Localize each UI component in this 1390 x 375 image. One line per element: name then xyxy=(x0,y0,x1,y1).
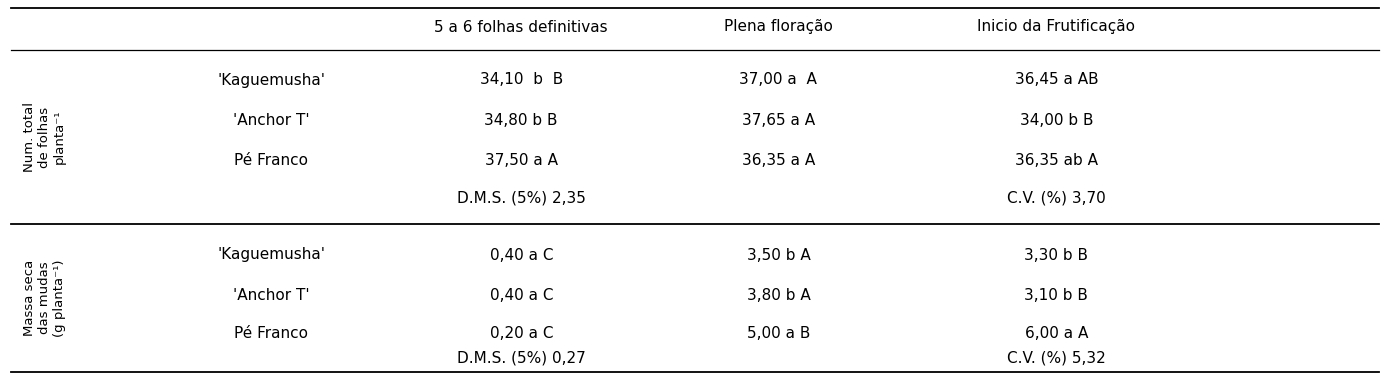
Text: D.M.S. (5%) 2,35: D.M.S. (5%) 2,35 xyxy=(457,190,585,206)
Text: 'Anchor T': 'Anchor T' xyxy=(232,112,310,128)
Text: 34,10  b  B: 34,10 b B xyxy=(480,72,563,87)
Text: 34,80 b B: 34,80 b B xyxy=(485,112,557,128)
Text: Plena floração: Plena floração xyxy=(724,20,833,34)
Text: 'Kaguemusha': 'Kaguemusha' xyxy=(217,248,325,262)
Text: 37,50 a A: 37,50 a A xyxy=(485,153,557,168)
Text: 'Anchor T': 'Anchor T' xyxy=(232,288,310,303)
Text: 36,45 a AB: 36,45 a AB xyxy=(1015,72,1098,87)
Text: 37,00 a  A: 37,00 a A xyxy=(739,72,817,87)
Text: 0,40 a C: 0,40 a C xyxy=(489,288,553,303)
Text: 37,65 a A: 37,65 a A xyxy=(742,112,815,128)
Text: 5,00 a B: 5,00 a B xyxy=(746,326,810,340)
Text: Pé Franco: Pé Franco xyxy=(234,326,309,340)
Text: Massa seca
das mudas
(g planta⁻¹): Massa seca das mudas (g planta⁻¹) xyxy=(24,259,65,337)
Text: 3,10 b B: 3,10 b B xyxy=(1024,288,1088,303)
Text: 3,30 b B: 3,30 b B xyxy=(1024,248,1088,262)
Text: Num. total
de folhas
planta⁻¹: Num. total de folhas planta⁻¹ xyxy=(24,102,65,172)
Text: 0,20 a C: 0,20 a C xyxy=(489,326,553,340)
Text: C.V. (%) 5,32: C.V. (%) 5,32 xyxy=(1006,351,1106,366)
Text: 'Kaguemusha': 'Kaguemusha' xyxy=(217,72,325,87)
Text: 0,40 a C: 0,40 a C xyxy=(489,248,553,262)
Text: 36,35 a A: 36,35 a A xyxy=(742,153,815,168)
Text: C.V. (%) 3,70: C.V. (%) 3,70 xyxy=(1006,190,1106,206)
Text: Inicio da Frutificação: Inicio da Frutificação xyxy=(977,20,1136,34)
Text: 6,00 a A: 6,00 a A xyxy=(1024,326,1088,340)
Text: Pé Franco: Pé Franco xyxy=(234,153,309,168)
Text: 3,50 b A: 3,50 b A xyxy=(746,248,810,262)
Text: 5 a 6 folhas definitivas: 5 a 6 folhas definitivas xyxy=(435,20,607,34)
Text: 36,35 ab A: 36,35 ab A xyxy=(1015,153,1098,168)
Text: 3,80 b A: 3,80 b A xyxy=(746,288,810,303)
Text: 34,00 b B: 34,00 b B xyxy=(1020,112,1093,128)
Text: D.M.S. (5%) 0,27: D.M.S. (5%) 0,27 xyxy=(457,351,585,366)
